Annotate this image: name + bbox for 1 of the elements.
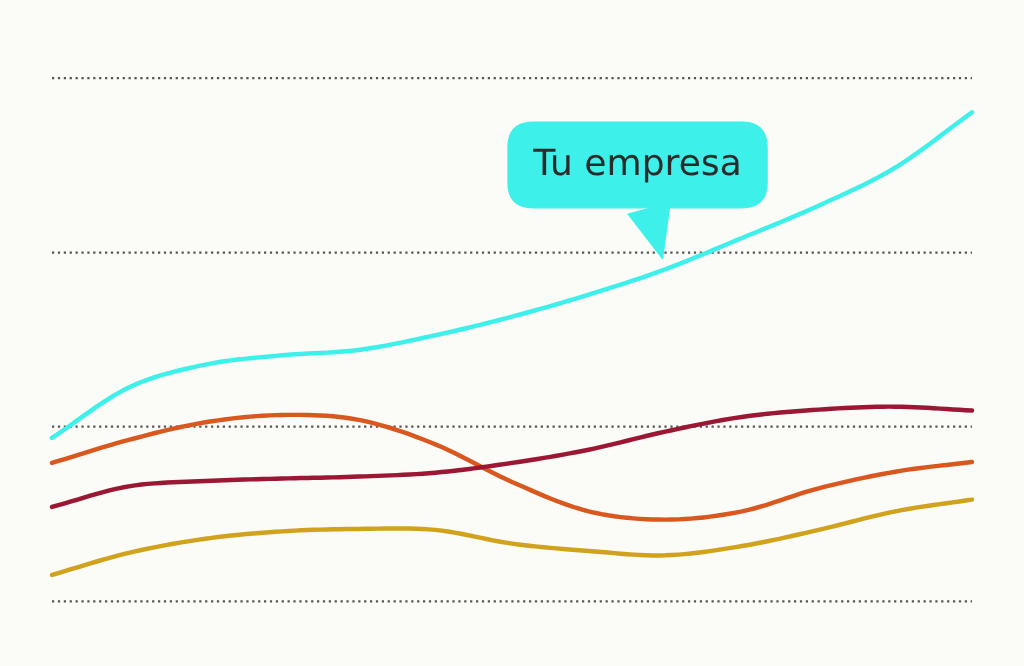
series-label: Tu empresa bbox=[533, 148, 739, 183]
